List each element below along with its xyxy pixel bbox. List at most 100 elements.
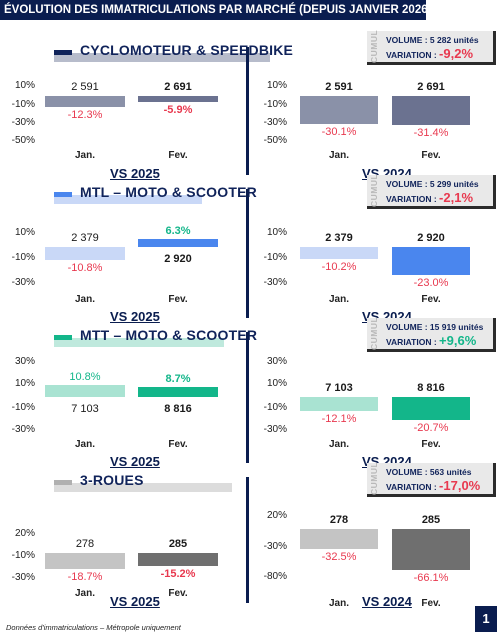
bar-jan [45, 96, 125, 108]
cumul-volume-label: VOLUME : [386, 179, 430, 189]
y-tick-label: -30% [11, 277, 35, 288]
panel-divider [246, 477, 249, 603]
market-section: CYCLOMOTEUR & SPEEDBIKE CUMUL VOLUME : 5 2… [0, 30, 500, 187]
section-title: MTT – MOTO & SCOOTER [80, 327, 258, 343]
category-label: Fev. [168, 294, 188, 305]
cumul-volume-value: 5 299 unités [429, 179, 479, 189]
cumul-variation-value: -9,2% [439, 46, 474, 61]
bar-volume-label: 2 379 [325, 231, 353, 244]
category-label: Jan. [74, 439, 95, 450]
bar-percent-label: -5.9% [163, 103, 193, 116]
cumul-variation-label: VARIATION : [386, 337, 440, 347]
section-header-band [54, 195, 202, 204]
cumul-variation-label: VARIATION : [386, 482, 440, 492]
bar-percent-label: -12.3% [67, 109, 103, 122]
bar-volume-label: 2 379 [71, 231, 99, 244]
y-tick-label: -30% [263, 277, 287, 288]
bar-percent-label: -31.4% [413, 126, 449, 139]
y-tick-label: 20% [266, 510, 287, 521]
page-title: ÉVOLUTION DES IMMATRICULATIONS PAR MARCH… [0, 0, 431, 20]
bar-jan [300, 529, 378, 549]
cumul-volume: VOLUME : 5 282 unités [386, 35, 479, 45]
page-number: 1 [475, 606, 497, 632]
bar-fev [392, 529, 470, 570]
section-marker [54, 480, 72, 485]
y-tick-label: -30% [263, 424, 287, 435]
category-label: Jan. [328, 598, 349, 609]
y-tick-label: 10% [266, 80, 287, 91]
market-section: MTL – MOTO & SCOOTER CUMUL VOLUME : 5 299 … [0, 174, 500, 330]
y-tick-label: -10% [11, 402, 35, 413]
section-header-band [54, 338, 224, 347]
bar-volume-label: 285 [421, 514, 441, 527]
y-tick-label: 10% [266, 378, 287, 389]
bar-volume-label: 2 920 [417, 231, 445, 244]
category-label: Fev. [421, 294, 441, 305]
category-label: Fev. [421, 598, 441, 609]
bar-jan [300, 96, 378, 124]
y-tick-label: -30% [11, 117, 35, 128]
panel-title: VS 2025 [110, 309, 160, 324]
panel-divider [246, 332, 249, 463]
category-label: Jan. [328, 150, 349, 161]
category-label: Jan. [74, 294, 95, 305]
bar-volume-label: 2 591 [325, 81, 353, 94]
cumul-variation: VARIATION : -2,1% [386, 190, 473, 205]
bar-volume-label: 278 [329, 514, 349, 527]
bar-percent-label: -10.2% [321, 261, 357, 274]
y-tick-label: -50% [11, 135, 35, 146]
bar-volume-label: 285 [168, 537, 188, 550]
panel-divider [246, 189, 249, 318]
cumul-variation-value: +9,6% [439, 333, 477, 348]
cumul-variation-value: -2,1% [439, 190, 474, 205]
y-tick-label: 10% [266, 227, 287, 238]
bar-jan [45, 552, 125, 570]
cumul-variation: VARIATION : -17,0% [386, 478, 480, 493]
bar-percent-label: -30.1% [321, 125, 357, 138]
category-label: Jan. [74, 588, 95, 599]
bar-fev [138, 96, 218, 102]
cumul-variation-label: VARIATION : [386, 194, 440, 204]
panel-title: VS 2024 [362, 594, 412, 609]
bar-fev [392, 397, 470, 421]
y-tick-label: -80% [263, 571, 287, 582]
bar-fev [138, 238, 218, 247]
y-tick-label: 10% [14, 80, 35, 91]
y-tick-label: 30% [266, 356, 287, 367]
bar-volume-label: 2 920 [164, 252, 192, 265]
y-tick-label: -30% [263, 117, 287, 128]
cumul-box: CUMUL VOLUME : 5 299 unités VARIATION : -2… [367, 173, 496, 209]
bar-percent-label: -66.1% [413, 571, 449, 584]
cumul-variation: VARIATION : +9,6% [386, 333, 476, 348]
section-marker [54, 192, 72, 197]
panel-title: VS 2025 [110, 166, 160, 181]
cumul-variation: VARIATION : -9,2% [386, 46, 473, 61]
bar-percent-label: -12.1% [321, 412, 357, 425]
y-tick-label: -30% [263, 541, 287, 552]
bar-jan [300, 246, 378, 260]
cumul-vertical-label: CUMUL [369, 461, 379, 495]
panel-divider [246, 47, 249, 175]
section-marker [54, 335, 72, 340]
bar-volume-label: 7 103 [325, 382, 353, 394]
category-label: Fev. [421, 439, 441, 450]
section-title: MTL – MOTO & SCOOTER [80, 184, 257, 200]
cumul-vertical-label: CUMUL [369, 173, 379, 207]
cumul-volume-value: 5 282 unités [429, 35, 479, 45]
bar-percent-label: 8.7% [165, 373, 191, 386]
y-tick-label: 30% [14, 356, 35, 367]
bar-fev [138, 387, 218, 397]
category-label: Fev. [421, 150, 441, 161]
category-label: Jan. [328, 294, 349, 305]
bar-jan [45, 384, 125, 397]
panel-title: VS 2025 [110, 454, 160, 469]
bar-percent-label: -10.8% [67, 262, 103, 274]
y-tick-label: -50% [263, 135, 287, 146]
bar-volume-label: 7 103 [71, 403, 99, 415]
y-tick-label: -10% [11, 99, 35, 110]
section-header-band [54, 53, 270, 62]
bar-volume-label: 2 691 [417, 81, 445, 94]
bar-volume-label: 8 816 [164, 403, 192, 415]
cumul-volume: VOLUME : 5 299 unités [386, 179, 479, 189]
section-marker [54, 50, 72, 55]
